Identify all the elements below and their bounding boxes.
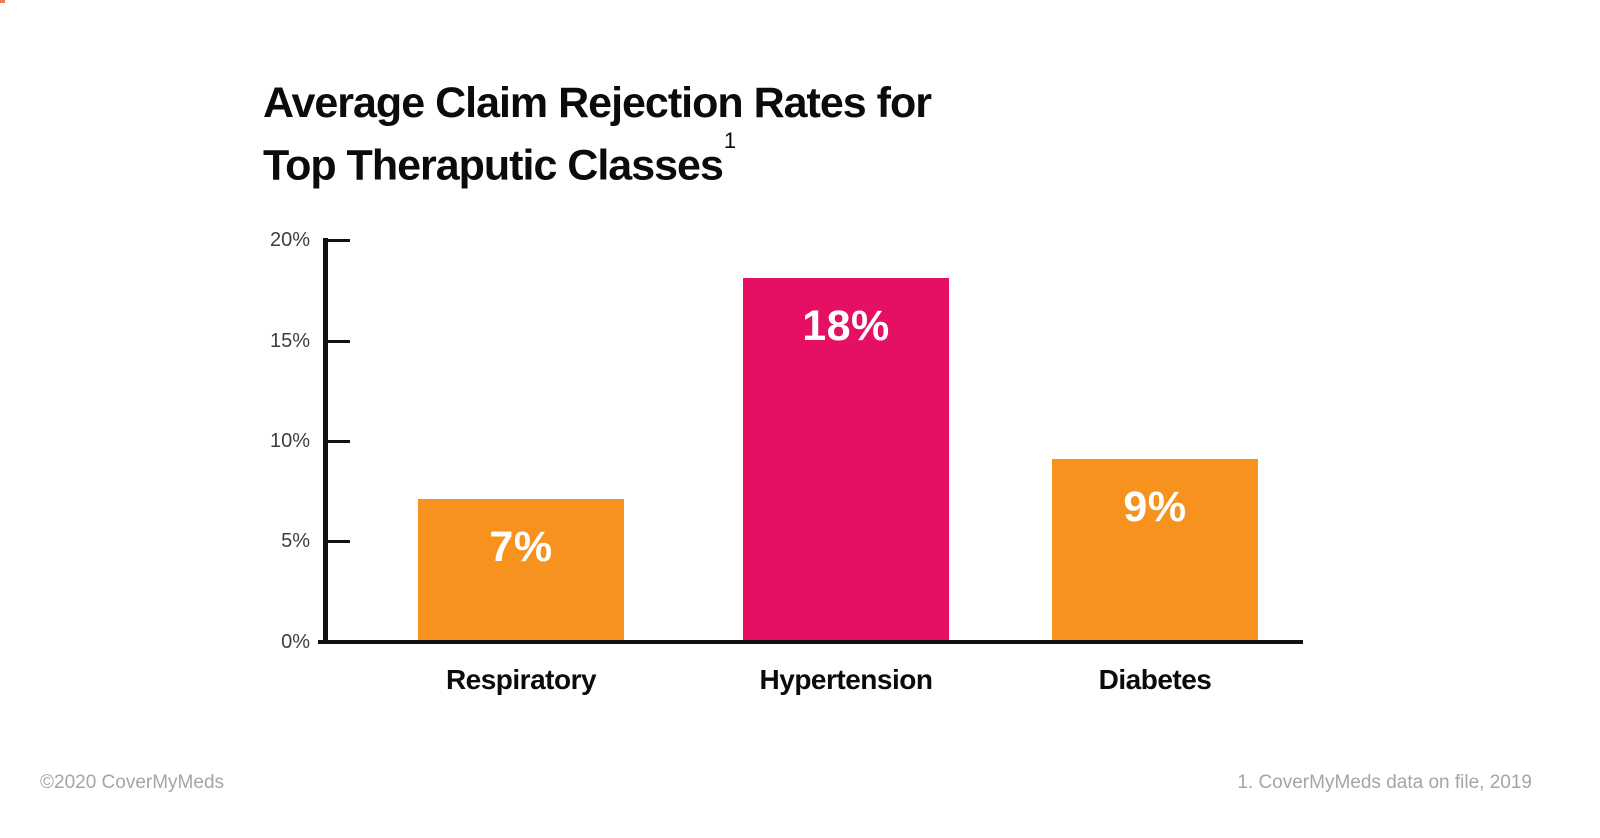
chart-title-line1: Average Claim Rejection Rates for: [263, 79, 932, 127]
y-tick-label-15: 15%: [269, 330, 310, 352]
y-tick-10: [328, 440, 350, 443]
bar-respiratory: 7%: [418, 499, 624, 640]
chart-title-line2: Top Theraputic Classes: [263, 141, 724, 190]
y-tick-label-20: 20%: [269, 229, 310, 251]
y-axis: [323, 238, 328, 644]
screen-corner-artifact: [0, 0, 5, 3]
y-tick-label-10: 10%: [269, 430, 310, 452]
x-label-hypertension: Hypertension: [759, 664, 933, 695]
bar-value-label: 18%: [802, 302, 890, 350]
footnote-marker: 1: [723, 128, 737, 153]
bar-value-label: 9%: [1123, 483, 1187, 531]
y-tick-20: [328, 239, 350, 242]
bar-diabetes: 9%: [1052, 459, 1258, 640]
bar-hypertension: 18%: [743, 278, 949, 640]
x-label-diabetes: Diabetes: [1098, 664, 1212, 695]
x-label-respiratory: Respiratory: [445, 664, 597, 695]
y-tick-15: [328, 340, 350, 343]
chart-title: Average Claim Rejection Rates for Top Th…: [263, 76, 932, 192]
y-tick-label-5: 5%: [281, 530, 310, 552]
x-axis-baseline: [318, 640, 1303, 644]
footnote-text: 1. CoverMyMeds data on file, 2019: [1237, 772, 1532, 793]
copyright-text: ©2020 CoverMyMeds: [40, 772, 225, 793]
y-tick-5: [328, 540, 350, 543]
bar-value-label: 7%: [489, 523, 553, 571]
y-tick-label-0: 0%: [281, 631, 310, 653]
